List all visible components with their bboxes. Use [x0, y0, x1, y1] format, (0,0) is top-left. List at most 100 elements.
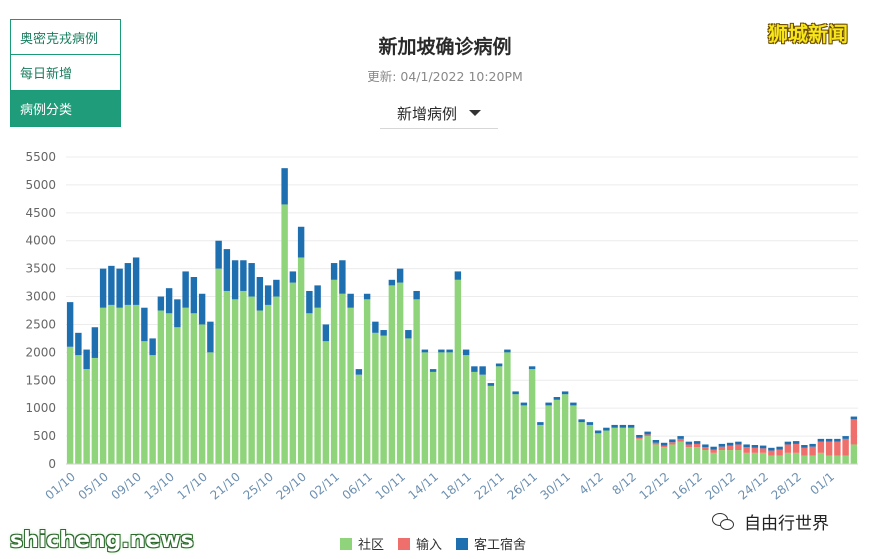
bar-segment — [347, 293, 354, 308]
bar-segment — [603, 430, 610, 464]
bar-segment — [240, 260, 247, 291]
bar-segment — [124, 304, 132, 464]
bar-segment — [363, 293, 371, 300]
x-tick-label: 17/10 — [175, 470, 210, 503]
wechat-account: 自由行世界 — [712, 509, 829, 534]
bar-segment — [165, 288, 173, 314]
bar-segment — [768, 450, 775, 456]
bar-segment — [545, 402, 552, 406]
bar-segment — [759, 445, 767, 449]
bar-segment — [710, 446, 717, 450]
y-tick-label: 3500 — [25, 262, 56, 276]
bar-segment — [594, 433, 602, 464]
bar-segment — [685, 447, 693, 464]
bar-segment — [652, 439, 660, 443]
legend-label-dormitory: 客工宿舍 — [474, 538, 527, 553]
y-tick-label: 2000 — [25, 345, 56, 359]
metric-dropdown[interactable]: 新增病例 — [380, 98, 498, 129]
bar-segment — [487, 385, 495, 464]
bar-segment — [553, 397, 561, 400]
wechat-icon — [712, 513, 734, 530]
brand-logo: 狮城新闻 — [768, 22, 848, 46]
y-tick-label: 500 — [33, 429, 56, 443]
bar-segment — [528, 366, 536, 370]
y-tick-label: 4500 — [25, 206, 56, 220]
bar-segment — [256, 310, 264, 464]
bar-segment — [495, 363, 503, 367]
bar-segment — [743, 447, 750, 453]
bar-segment — [512, 391, 519, 395]
y-tick-label: 5500 — [25, 150, 56, 164]
bar-segment — [660, 447, 668, 464]
y-tick-label: 5000 — [25, 178, 56, 192]
bar-segment — [768, 447, 775, 451]
bar-segment — [735, 450, 742, 464]
legend-item-imported[interactable]: 输入 — [398, 534, 442, 553]
tab-omicron-cases[interactable]: 奥密克戎病例 — [10, 19, 121, 55]
bar-segment — [264, 285, 272, 305]
bar-segment — [603, 427, 610, 431]
bar-segment — [842, 438, 849, 456]
bar-segment — [223, 290, 231, 464]
bar-segment — [586, 424, 594, 464]
bar-segment — [842, 436, 849, 439]
bar-segment — [273, 279, 280, 297]
bar-segment — [248, 263, 255, 297]
x-tick-label: 25/10 — [241, 470, 276, 503]
legend-swatch-imported — [398, 537, 411, 550]
bar-segment — [273, 296, 280, 464]
bar-segment — [743, 444, 750, 448]
bar-segment — [586, 422, 594, 425]
bar-segment — [446, 349, 453, 353]
bar-segment — [372, 332, 379, 464]
bar-segment — [751, 452, 759, 464]
bar-segment — [116, 307, 123, 464]
bar-segment — [396, 282, 404, 464]
x-tick-label: 26/11 — [505, 470, 540, 503]
x-tick-label: 01/10 — [43, 470, 78, 503]
chevron-down-icon — [469, 110, 481, 116]
bar-segment — [809, 443, 816, 447]
tab-case-classification[interactable]: 病例分类 — [10, 91, 121, 127]
bar-segment — [207, 321, 214, 353]
category-tabs: 奥密克戎病例 每日新增 病例分类 — [10, 19, 121, 127]
bar-segment — [702, 450, 709, 464]
bar-segment — [322, 341, 330, 464]
legend-swatch-community — [340, 537, 352, 550]
bar-segment — [240, 290, 247, 464]
legend-item-community[interactable]: 社区 — [340, 534, 384, 553]
bar-segment — [75, 332, 82, 356]
legend-item-dormitory[interactable]: 客工宿舍 — [456, 534, 526, 553]
bar-segment — [215, 240, 222, 269]
bar-segment — [462, 355, 470, 464]
bar-segment — [429, 369, 437, 372]
bar-segment — [355, 369, 363, 375]
bar-segment — [669, 439, 676, 443]
x-tick-label: 09/10 — [109, 470, 144, 503]
bar-segment — [297, 226, 305, 258]
bar-segment — [636, 434, 643, 438]
bar-segment — [471, 366, 478, 372]
bar-segment — [141, 341, 148, 464]
bar-segment — [817, 438, 825, 442]
x-tick-label: 20/12 — [703, 470, 738, 503]
bar-segment — [75, 355, 82, 464]
bar-segment — [141, 307, 148, 342]
chart-legend: 社区 输入 客工宿舍 — [340, 534, 540, 553]
bar-segment — [809, 446, 816, 456]
bar-segment — [372, 321, 379, 333]
bar-segment — [388, 279, 396, 286]
x-tick-label: 29/10 — [274, 470, 309, 503]
bar-segment — [281, 204, 288, 465]
bar-segment — [537, 424, 544, 464]
bar-segment — [578, 419, 585, 423]
bar-segment — [297, 257, 305, 464]
bar-segment — [174, 299, 181, 328]
bar-segment — [405, 330, 412, 339]
tab-daily-new[interactable]: 每日新增 — [10, 55, 121, 91]
bar-segment — [759, 452, 767, 464]
bar-segment — [776, 455, 783, 464]
bar-segment — [669, 444, 676, 464]
x-tick-label: 28/12 — [769, 470, 804, 503]
